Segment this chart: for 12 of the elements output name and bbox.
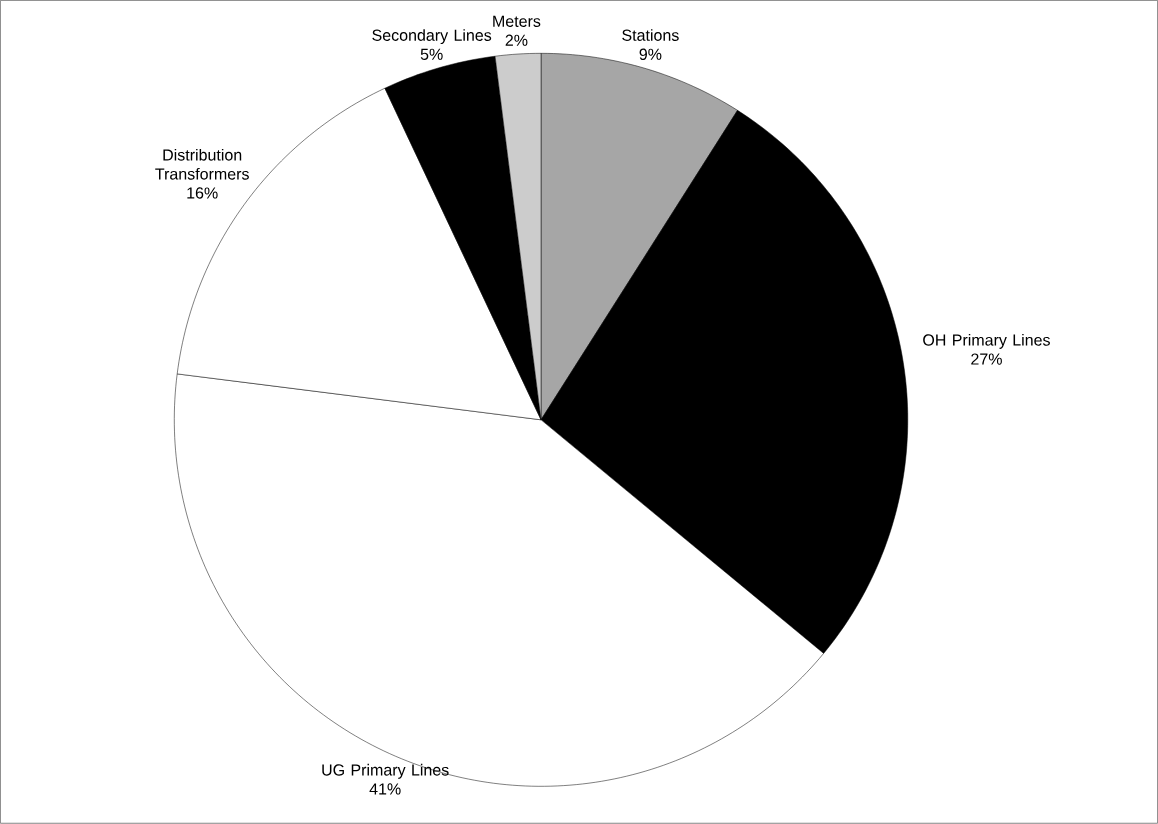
slice-label: Distribution Transformers (155, 149, 249, 180)
data-label: 41% (369, 783, 401, 795)
slice-label: Secondary Lines (372, 29, 492, 45)
data-label: 5% (420, 48, 443, 61)
data-label: 2% (505, 34, 528, 47)
data-label: 9% (639, 48, 662, 61)
slice-label: Stations (622, 29, 679, 42)
slice-label: UG Primary Lines (322, 764, 449, 779)
data-label: 27% (971, 353, 1002, 365)
data-label: 16% (187, 187, 218, 199)
slice-label: Meters (493, 15, 541, 28)
slice-label: OH Primary Lines (923, 334, 1050, 350)
